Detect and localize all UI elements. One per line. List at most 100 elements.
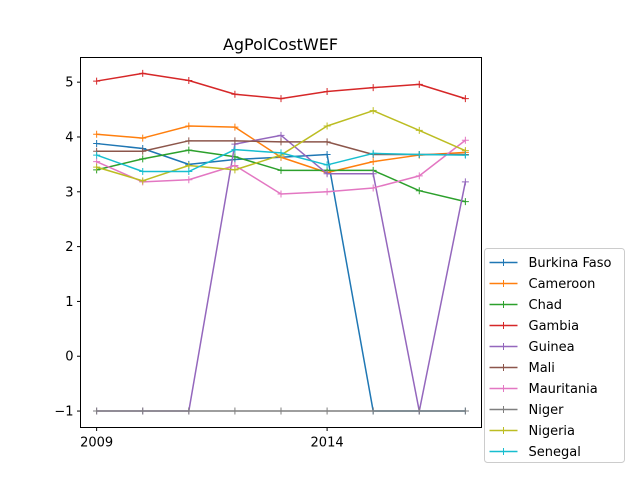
data-point bbox=[185, 122, 193, 130]
legend-label: Nigeria bbox=[529, 424, 576, 439]
data-point bbox=[93, 140, 101, 148]
series-gambia bbox=[93, 69, 469, 103]
data-point bbox=[369, 407, 377, 415]
series-guinea bbox=[93, 131, 469, 415]
legend-marker bbox=[500, 427, 507, 434]
data-point bbox=[139, 155, 147, 163]
data-point bbox=[231, 166, 239, 174]
data-point bbox=[231, 407, 239, 415]
legend-marker bbox=[500, 280, 507, 287]
legend: Burkina Faso Cameroon Chad Gambia Guinea Mali… bbox=[484, 248, 625, 463]
data-point bbox=[185, 161, 193, 169]
data-point bbox=[277, 407, 285, 415]
data-point bbox=[323, 170, 331, 178]
legend-item: Burkina Faso bbox=[489, 256, 612, 271]
y-tick-label: −1 bbox=[54, 405, 73, 420]
y-tick-label: 4 bbox=[65, 130, 73, 145]
data-point bbox=[415, 187, 423, 195]
data-point bbox=[323, 122, 331, 130]
data-point bbox=[231, 123, 239, 131]
data-point bbox=[323, 161, 331, 169]
legend-marker bbox=[500, 364, 507, 371]
y-tick-label: 1 bbox=[65, 295, 73, 310]
data-point bbox=[93, 130, 101, 138]
legend-marker bbox=[500, 343, 507, 350]
series-line bbox=[96, 142, 466, 412]
legend-label: Mali bbox=[529, 361, 555, 376]
data-point bbox=[323, 407, 331, 415]
data-point bbox=[415, 126, 423, 134]
legend-label: Niger bbox=[529, 403, 565, 418]
legend-label: Burkina Faso bbox=[529, 256, 612, 271]
legend-label: Gambia bbox=[529, 319, 580, 334]
data-point bbox=[369, 184, 377, 192]
legend-item: Nigeria bbox=[489, 424, 576, 439]
legend-label: Cameroon bbox=[529, 277, 596, 292]
data-point bbox=[461, 95, 469, 103]
data-point bbox=[93, 407, 101, 415]
data-point bbox=[369, 170, 377, 178]
legend-item: Senegal bbox=[489, 445, 581, 460]
series-line bbox=[96, 72, 466, 100]
legend-item: Guinea bbox=[489, 340, 575, 355]
data-point bbox=[369, 149, 377, 157]
data-point bbox=[461, 407, 469, 415]
data-point bbox=[185, 168, 193, 176]
data-point bbox=[185, 176, 193, 184]
data-point bbox=[231, 90, 239, 98]
legend-label: Guinea bbox=[529, 340, 575, 355]
data-point bbox=[185, 137, 193, 145]
legend-item: Cameroon bbox=[489, 277, 596, 292]
x-tick-label: 2009 bbox=[80, 436, 113, 451]
data-point bbox=[415, 407, 423, 415]
data-point bbox=[185, 77, 193, 85]
legend-marker bbox=[500, 385, 507, 392]
x-axis: 2009 2014 bbox=[80, 427, 344, 451]
data-point bbox=[139, 69, 147, 77]
data-point bbox=[461, 198, 469, 206]
data-point bbox=[277, 166, 285, 174]
data-point bbox=[369, 158, 377, 166]
data-point bbox=[323, 138, 331, 146]
data-point bbox=[139, 407, 147, 415]
legend-marker bbox=[500, 259, 507, 266]
data-point bbox=[93, 151, 101, 159]
series-senegal bbox=[93, 146, 469, 176]
legend-label: Chad bbox=[529, 298, 563, 313]
data-point bbox=[461, 151, 469, 159]
data-point bbox=[231, 146, 239, 154]
data-point bbox=[323, 188, 331, 196]
chart-title: AgPolCostWEF bbox=[223, 35, 338, 54]
legend-label: Senegal bbox=[529, 445, 581, 460]
data-point bbox=[461, 178, 469, 186]
legend-marker bbox=[500, 406, 507, 413]
data-point bbox=[277, 95, 285, 103]
legend-label: Mauritania bbox=[529, 382, 598, 397]
data-point bbox=[93, 163, 101, 171]
y-tick-label: 3 bbox=[65, 185, 73, 200]
data-point bbox=[139, 177, 147, 185]
data-point bbox=[415, 80, 423, 88]
legend-item: Gambia bbox=[489, 319, 580, 334]
plot-frame bbox=[80, 57, 482, 428]
y-tick-label: 2 bbox=[65, 240, 73, 255]
data-point bbox=[139, 168, 147, 176]
data-point bbox=[185, 407, 193, 415]
data-point bbox=[277, 138, 285, 146]
data-point bbox=[277, 190, 285, 198]
legend-marker bbox=[500, 301, 507, 308]
data-point bbox=[231, 137, 239, 145]
data-point bbox=[461, 136, 469, 144]
data-point bbox=[369, 84, 377, 92]
data-point bbox=[185, 146, 193, 154]
data-point bbox=[139, 134, 147, 142]
y-axis: −1 0 1 2 3 4 5 bbox=[54, 76, 81, 420]
y-tick-label: 5 bbox=[65, 76, 73, 91]
legend-item: Mauritania bbox=[489, 382, 598, 397]
legend-frame bbox=[484, 248, 625, 463]
series-line bbox=[96, 134, 467, 412]
data-point bbox=[277, 131, 285, 139]
legend-marker bbox=[500, 448, 507, 455]
legend-item: Mali bbox=[489, 361, 555, 376]
